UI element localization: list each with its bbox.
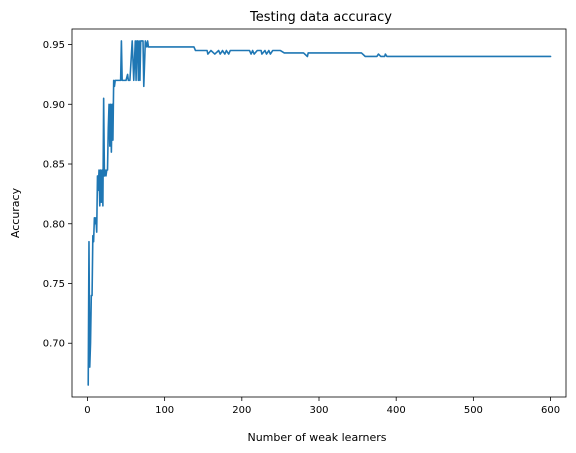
y-tick-label: 0.85 <box>43 160 65 171</box>
x-tick-label: 300 <box>309 405 328 416</box>
series-line-0 <box>87 40 552 386</box>
x-tick-label: 100 <box>155 405 174 416</box>
y-axis-label: Accuracy <box>9 187 22 238</box>
y-tick-label: 0.80 <box>43 219 65 230</box>
y-axis: 0.70 0.75 0.80 0.85 0.90 0.95 <box>43 40 72 350</box>
chart-title: Testing data accuracy <box>249 10 392 25</box>
x-tick-label: 600 <box>541 405 560 416</box>
y-tick-label: 0.95 <box>43 40 65 51</box>
y-tick-label: 0.75 <box>43 279 65 290</box>
x-tick-label: 400 <box>387 405 406 416</box>
x-axis-label: Number of weak learners <box>247 431 386 444</box>
plot-area <box>87 40 552 386</box>
x-axis: 0 100 200 300 400 500 600 <box>84 397 560 416</box>
x-tick-label: 500 <box>464 405 483 416</box>
y-tick-label: 0.70 <box>43 339 65 350</box>
y-tick-label: 0.90 <box>43 100 65 111</box>
x-tick-label: 0 <box>84 405 90 416</box>
x-tick-label: 200 <box>232 405 251 416</box>
axes-frame <box>71 28 567 398</box>
